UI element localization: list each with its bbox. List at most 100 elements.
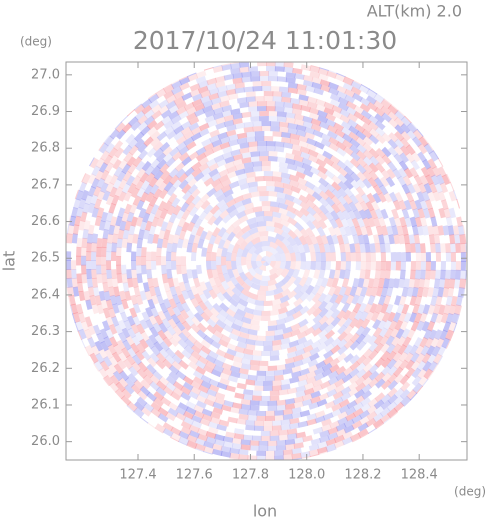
echo-cell (322, 150, 333, 160)
echo-cell (419, 199, 428, 211)
echo-cell (341, 277, 350, 288)
echo-cell (235, 275, 245, 286)
echo-cell (259, 150, 269, 157)
echo-cell (121, 183, 131, 194)
echo-cell (244, 241, 254, 251)
echo-cell (360, 403, 372, 413)
echo-cell (261, 310, 271, 316)
echo-cell (295, 348, 306, 357)
echo-cell (318, 321, 329, 332)
echo-cell (125, 335, 135, 347)
echo-cell (415, 261, 421, 271)
echo-cell (353, 105, 365, 115)
echo-cell (156, 216, 165, 227)
echo-cell (234, 87, 245, 94)
echo-cell (412, 208, 420, 219)
echo-cell (193, 410, 205, 419)
echo-cell (257, 106, 267, 112)
echo-cell (449, 331, 455, 341)
echo-cell (211, 284, 221, 295)
echo-cell (187, 334, 198, 345)
echo-cell (193, 293, 203, 304)
echo-cell (278, 202, 289, 210)
echo-cell (211, 251, 217, 261)
echo-cell (407, 183, 416, 194)
echo-cell (279, 252, 287, 262)
echo-cell (325, 252, 332, 262)
echo-cell (266, 257, 271, 261)
echo-cell (203, 446, 215, 454)
echo-cell (387, 407, 398, 418)
echo-cell (380, 303, 389, 314)
echo-cell (85, 344, 95, 356)
echo-cell (299, 146, 311, 155)
echo-cell (360, 252, 367, 262)
echo-cell (404, 115, 412, 124)
echo-cell (331, 403, 342, 412)
echo-cell (308, 243, 316, 254)
echo-cell (349, 225, 358, 236)
echo-cell (221, 64, 232, 71)
echo-cell (137, 390, 148, 401)
echo-cell (455, 269, 461, 280)
echo-cell (283, 66, 294, 73)
echo-cell (211, 269, 219, 279)
echo-cell (387, 111, 398, 122)
echo-cell (345, 252, 352, 262)
echo-cell (206, 260, 212, 270)
echo-cell (352, 408, 364, 418)
echo-cell (122, 144, 133, 156)
echo-cell (132, 315, 141, 327)
echo-cell (146, 391, 157, 402)
echo-cell (130, 294, 138, 306)
echo-cell (278, 434, 289, 441)
y-tick-label: 26.4 (31, 287, 60, 302)
echo-cell (308, 402, 319, 410)
echo-cell (252, 206, 263, 213)
echo-cell (84, 347, 90, 357)
echo-cell (282, 413, 293, 421)
echo-cell (304, 326, 315, 336)
echo-cell (115, 216, 123, 227)
echo-cell (259, 115, 269, 122)
echo-cell (220, 334, 231, 343)
echo-cell (411, 287, 419, 298)
echo-cell (293, 290, 304, 301)
echo-cell (274, 261, 282, 270)
echo-cell (391, 225, 399, 236)
echo-cell (350, 252, 357, 262)
echo-cell (225, 260, 232, 270)
echo-cell (379, 184, 389, 196)
echo-cell (455, 261, 462, 271)
echo-cell (368, 363, 379, 375)
echo-cell (90, 194, 99, 205)
echo-cell (367, 427, 377, 434)
echo-cell (139, 191, 149, 203)
echo-cell (263, 380, 273, 387)
echo-cell (379, 407, 391, 418)
echo-cell (395, 252, 402, 262)
echo-cell (96, 190, 105, 202)
echo-cell (459, 234, 466, 245)
echo-cell (312, 426, 324, 435)
echo-cell (181, 221, 190, 232)
echo-cell (163, 229, 171, 240)
echo-cell (240, 256, 247, 266)
echo-cell (275, 233, 285, 242)
echo-cell (234, 122, 245, 130)
echo-cell (342, 234, 350, 245)
echo-cell (287, 428, 298, 435)
echo-cell (359, 415, 370, 426)
echo-cell (88, 224, 95, 235)
echo-cell (139, 220, 148, 232)
echo-cell (237, 173, 248, 181)
echo-cell (427, 371, 434, 380)
echo-cell (206, 324, 217, 335)
echo-cell (98, 367, 109, 379)
echo-cell (183, 416, 194, 426)
echo-cell (340, 261, 347, 271)
echo-cell (285, 438, 296, 445)
echo-cell (261, 126, 272, 132)
echo-cell (208, 289, 218, 300)
echo-cell (215, 75, 226, 83)
